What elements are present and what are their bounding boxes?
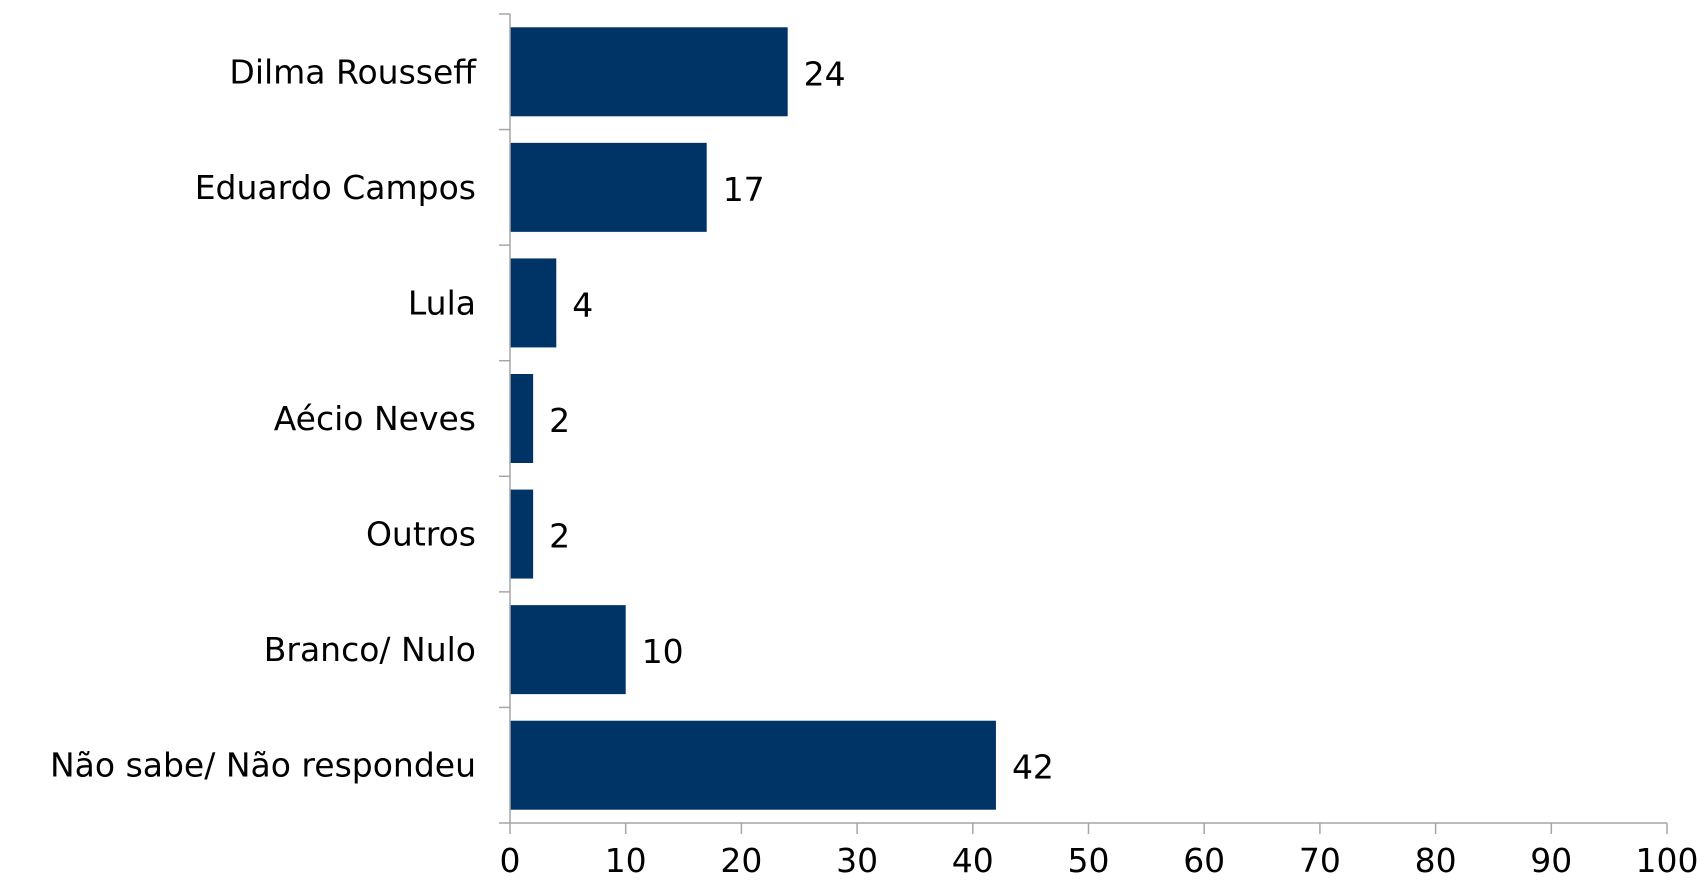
x-tick-label: 100 — [1636, 841, 1699, 880]
x-tick-label: 60 — [1183, 841, 1225, 880]
x-tick-label: 40 — [952, 841, 994, 880]
category-label: Eduardo Campos — [195, 168, 476, 207]
value-label: 10 — [642, 632, 684, 671]
category-label: Outros — [366, 515, 476, 554]
bar — [510, 605, 626, 694]
category-label: Aécio Neves — [274, 399, 476, 438]
category-label: Branco/ Nulo — [264, 630, 476, 669]
value-label: 2 — [549, 517, 570, 556]
bar — [510, 27, 788, 116]
value-label: 2 — [549, 401, 570, 440]
bar — [510, 721, 996, 810]
bar — [510, 374, 533, 463]
axes-layer — [499, 14, 1667, 834]
x-tick-label: 20 — [720, 841, 762, 880]
x-tick-label: 80 — [1415, 841, 1457, 880]
bar — [510, 258, 556, 347]
x-tick-label: 30 — [836, 841, 878, 880]
value-label: 24 — [804, 54, 846, 93]
bars-layer — [510, 27, 996, 809]
x-tick-label: 90 — [1530, 841, 1572, 880]
x-tick-label: 0 — [500, 841, 521, 880]
category-label: Dilma Rousseff — [229, 52, 477, 91]
category-label: Não sabe/ Não respondeu — [50, 746, 476, 785]
bar — [510, 490, 533, 579]
category-label: Lula — [408, 283, 476, 322]
value-label: 17 — [723, 170, 765, 209]
value-label: 42 — [1012, 748, 1054, 787]
x-tick-label: 10 — [605, 841, 647, 880]
bar — [510, 143, 707, 232]
x-tick-label: 70 — [1299, 841, 1341, 880]
x-tick-label: 50 — [1068, 841, 1110, 880]
value-label: 4 — [572, 285, 593, 324]
